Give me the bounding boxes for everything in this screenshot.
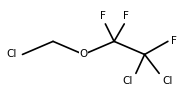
Text: O: O	[79, 50, 88, 59]
Text: Cl: Cl	[6, 50, 17, 59]
Text: F: F	[124, 11, 129, 21]
Text: F: F	[171, 36, 177, 46]
Text: F: F	[100, 11, 105, 21]
Text: Cl: Cl	[162, 76, 172, 86]
Text: Cl: Cl	[123, 76, 133, 86]
